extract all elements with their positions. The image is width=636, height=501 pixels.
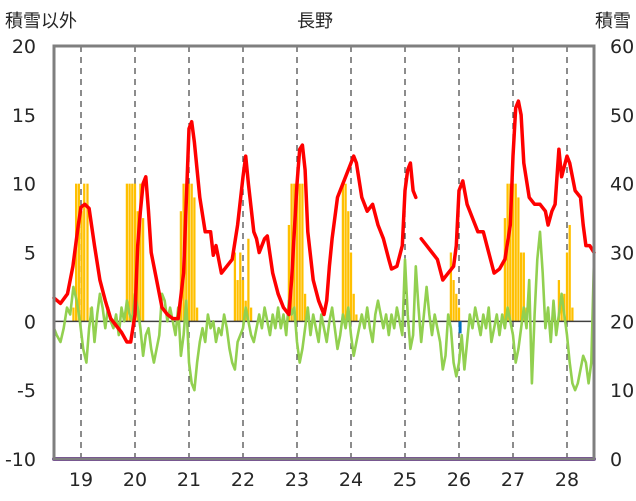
bar <box>455 293 458 322</box>
bar <box>295 183 299 322</box>
bar <box>298 183 301 322</box>
plot-area <box>52 44 596 461</box>
right-tick-label: 30 <box>610 243 634 265</box>
left-tick-label: 20 <box>12 36 36 58</box>
bar <box>509 183 512 322</box>
bar <box>452 280 455 322</box>
x-tick-label: 23 <box>285 469 309 491</box>
x-tick-label: 27 <box>501 469 525 491</box>
right-axis-label: 積雪 <box>595 11 631 32</box>
x-tick-label: 21 <box>177 469 201 491</box>
bar <box>187 183 191 322</box>
bar <box>560 293 563 322</box>
bar <box>571 307 574 322</box>
x-tick-label: 26 <box>447 469 471 491</box>
bar <box>141 218 145 322</box>
bar <box>344 183 347 322</box>
x-axis-ticks: 19 20 21 22 23 24 25 26 27 28 <box>69 469 579 491</box>
chart-titles: 積雪以外 長野 積雪 <box>5 11 631 32</box>
bar <box>72 307 75 322</box>
bar <box>457 307 461 322</box>
bar <box>241 280 245 322</box>
bar <box>80 211 83 322</box>
bar <box>83 183 86 322</box>
right-tick-label: 60 <box>610 36 634 58</box>
bar <box>503 218 507 322</box>
right-tick-label: 0 <box>610 449 622 471</box>
bar <box>449 252 453 322</box>
chart-title: 長野 <box>297 11 333 32</box>
left-tick-label: 15 <box>12 105 36 127</box>
x-tick-label: 19 <box>69 469 93 491</box>
x-tick-label: 25 <box>393 469 417 491</box>
bar <box>128 183 131 322</box>
bar <box>517 197 520 322</box>
series-line <box>52 230 596 392</box>
bar <box>522 252 525 322</box>
left-tick-label: -5 <box>17 380 36 402</box>
x-tick-label: 28 <box>555 469 579 491</box>
bar <box>519 252 523 322</box>
x-tick-label: 22 <box>231 469 255 491</box>
left-tick-label: 5 <box>24 243 36 265</box>
bar <box>179 211 183 322</box>
bar <box>557 280 561 322</box>
bar <box>287 224 291 322</box>
bar <box>195 307 199 322</box>
bar <box>347 211 350 322</box>
bar <box>352 293 355 322</box>
bar <box>233 252 237 322</box>
bar <box>133 183 137 322</box>
bar <box>301 183 304 322</box>
gridlines <box>80 46 568 459</box>
bar <box>190 183 193 322</box>
bar <box>565 252 569 322</box>
right-tick-label: 50 <box>610 105 634 127</box>
bar <box>193 197 196 322</box>
bar <box>236 280 239 322</box>
left-tick-label: -10 <box>5 449 36 471</box>
right-tick-label: 10 <box>610 380 634 402</box>
bar <box>139 183 142 322</box>
bar <box>247 238 250 322</box>
marker <box>458 321 462 334</box>
bar <box>185 183 188 322</box>
left-tick-label: 10 <box>12 174 36 196</box>
bar <box>355 314 358 322</box>
left-axis-ticks: 20 15 10 5 0 -5 -10 <box>5 36 36 471</box>
bar <box>249 307 253 322</box>
right-tick-label: 20 <box>610 311 634 333</box>
bar <box>568 224 571 322</box>
x-tick-label: 24 <box>339 469 363 491</box>
plot-frame <box>52 44 596 461</box>
bar <box>303 293 307 322</box>
bar <box>125 183 129 322</box>
bar <box>77 183 80 322</box>
bar <box>511 183 515 322</box>
left-axis-label: 積雪以外 <box>5 11 77 32</box>
bar <box>86 183 89 322</box>
right-axis-ticks: 60 50 40 30 20 10 0 <box>610 36 634 471</box>
bar <box>341 183 345 322</box>
left-tick-label: 0 <box>24 311 36 333</box>
bar <box>514 183 517 322</box>
bar <box>131 183 134 322</box>
x-tick-label: 20 <box>123 469 147 491</box>
right-tick-label: 40 <box>610 174 634 196</box>
bar <box>239 252 242 322</box>
bar <box>349 252 353 322</box>
series-line <box>52 99 596 344</box>
